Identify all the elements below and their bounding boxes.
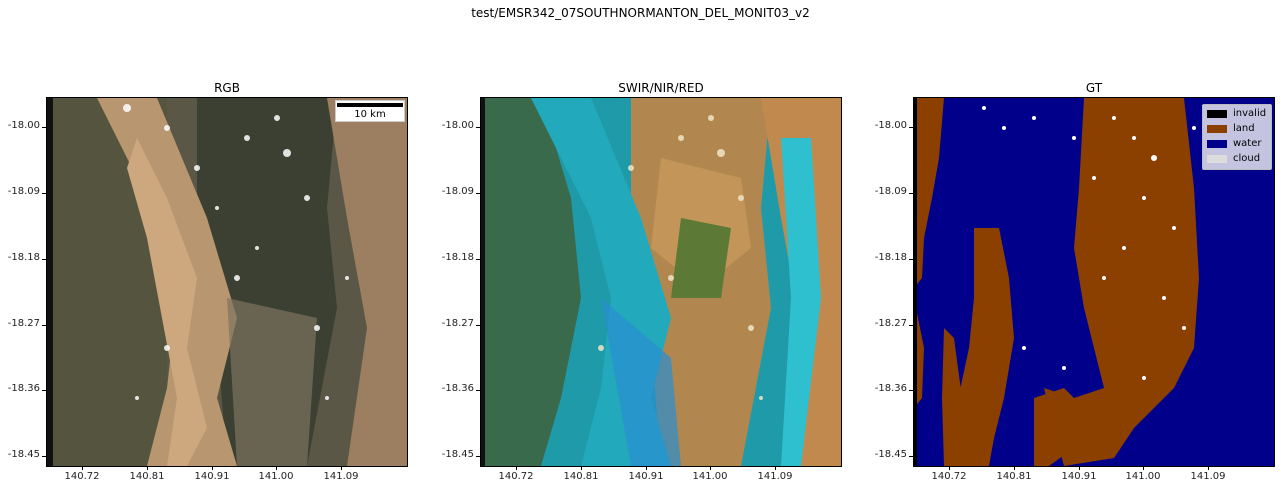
ytick-label: -18.27: [0, 318, 40, 329]
ytick-mark: [42, 390, 46, 391]
xtick-mark: [581, 466, 582, 470]
xtick-label: 140.72: [924, 471, 974, 482]
xtick-label: 141.00: [251, 471, 301, 482]
xtick-label: 140.81: [556, 471, 606, 482]
xtick-label: 140.81: [989, 471, 1039, 482]
ytick-mark: [476, 456, 480, 457]
legend-swatch-water: [1207, 140, 1227, 148]
ytick-label: -18.27: [430, 318, 474, 329]
ytick-mark: [476, 390, 480, 391]
figure-title: test/EMSR342_07SOUTHNORMANTON_DEL_MONIT0…: [0, 6, 1281, 20]
xtick-mark: [1014, 466, 1015, 470]
rgb-image-svg: [47, 98, 407, 466]
legend-item-invalid: invalid: [1203, 107, 1271, 122]
xtick-mark: [147, 466, 148, 470]
xtick-mark: [646, 466, 647, 470]
swir-image-svg: [481, 98, 841, 466]
legend-label-cloud: cloud: [1233, 153, 1260, 164]
ytick-mark: [909, 193, 913, 194]
legend-swatch-cloud: [1207, 155, 1227, 163]
ytick-mark: [476, 127, 480, 128]
ytick-mark: [42, 259, 46, 260]
ytick-label: -18.09: [0, 186, 40, 197]
scale-bar-label: 10 km: [336, 109, 404, 120]
ytick-mark: [909, 390, 913, 391]
ytick-label: -18.27: [863, 318, 907, 329]
ytick-label: -18.00: [0, 120, 40, 131]
xtick-mark: [1143, 466, 1144, 470]
legend-label-land: land: [1233, 123, 1255, 134]
legend-label-water: water: [1233, 138, 1262, 149]
xtick-mark: [82, 466, 83, 470]
ytick-mark: [42, 456, 46, 457]
panel-title-swir: SWIR/NIR/RED: [480, 81, 842, 95]
swir-image: [480, 97, 842, 467]
xtick-mark: [949, 466, 950, 470]
panel-title-gt: GT: [913, 81, 1275, 95]
legend-item-land: land: [1203, 122, 1271, 137]
ytick-mark: [42, 127, 46, 128]
xtick-label: 141.00: [685, 471, 735, 482]
xtick-label: 140.81: [122, 471, 172, 482]
xtick-label: 141.09: [750, 471, 800, 482]
xtick-mark: [341, 466, 342, 470]
xtick-label: 140.72: [57, 471, 107, 482]
xtick-label: 140.91: [187, 471, 237, 482]
ytick-label: -18.00: [863, 120, 907, 131]
gt-mask: invalid land water cloud: [913, 97, 1275, 467]
xtick-label: 141.00: [1118, 471, 1168, 482]
legend-item-water: water: [1203, 137, 1271, 152]
ytick-label: -18.00: [430, 120, 474, 131]
xtick-mark: [212, 466, 213, 470]
xtick-mark: [1208, 466, 1209, 470]
legend-swatch-invalid: [1207, 110, 1227, 118]
xtick-label: 141.09: [1183, 471, 1233, 482]
panel-title-rgb: RGB: [46, 81, 408, 95]
xtick-mark: [775, 466, 776, 470]
ytick-mark: [42, 325, 46, 326]
ytick-mark: [909, 325, 913, 326]
xtick-label: 140.91: [1054, 471, 1104, 482]
xtick-label: 140.91: [621, 471, 671, 482]
legend: invalid land water cloud: [1202, 104, 1272, 170]
panel-swir: SWIR/NIR/RED -18.00 -18.09 -18.18 -18.27…: [480, 80, 842, 490]
rgb-image: 10 km: [46, 97, 408, 467]
xtick-label: 140.72: [491, 471, 541, 482]
ytick-mark: [909, 259, 913, 260]
xtick-label: 141.09: [316, 471, 366, 482]
ytick-label: -18.18: [430, 252, 474, 263]
ytick-label: -18.36: [430, 383, 474, 394]
xtick-mark: [276, 466, 277, 470]
ytick-mark: [476, 193, 480, 194]
panel-gt: GT invalid: [913, 80, 1275, 490]
ytick-mark: [476, 325, 480, 326]
xtick-mark: [1079, 466, 1080, 470]
ytick-mark: [42, 193, 46, 194]
ytick-mark: [909, 456, 913, 457]
ytick-label: -18.18: [863, 252, 907, 263]
ytick-label: -18.18: [0, 252, 40, 263]
ytick-label: -18.36: [863, 383, 907, 394]
legend-swatch-land: [1207, 125, 1227, 133]
ytick-mark: [909, 127, 913, 128]
xtick-mark: [710, 466, 711, 470]
ytick-label: -18.45: [863, 449, 907, 460]
scale-bar: 10 km: [335, 100, 405, 122]
xtick-mark: [516, 466, 517, 470]
legend-item-cloud: cloud: [1203, 152, 1271, 167]
legend-label-invalid: invalid: [1233, 108, 1266, 119]
ytick-label: -18.45: [430, 449, 474, 460]
ytick-label: -18.09: [430, 186, 474, 197]
scale-bar-line: [337, 103, 403, 107]
ytick-label: -18.45: [0, 449, 40, 460]
ytick-mark: [476, 259, 480, 260]
panel-rgb: RGB 10 km -18.00 -18.09 -18.18: [46, 80, 408, 490]
ytick-label: -18.09: [863, 186, 907, 197]
ytick-label: -18.36: [0, 383, 40, 394]
